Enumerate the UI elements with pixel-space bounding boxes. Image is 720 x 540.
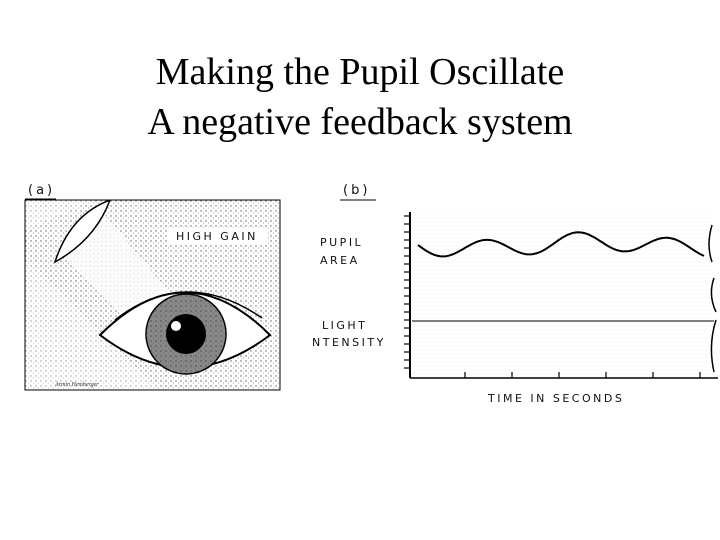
pupil-label-line-2: AREA xyxy=(320,254,360,267)
pupil-trace xyxy=(417,231,705,258)
signature: Armin Hemberger xyxy=(54,382,99,388)
panel-a-frame xyxy=(24,199,281,391)
pupil-trace-group xyxy=(417,231,705,258)
x-axis-label: TIME IN SECONDS xyxy=(487,392,624,405)
pupil-label-line-1: PUPIL xyxy=(320,236,363,249)
paper-edge xyxy=(708,224,717,373)
title-line-1: Making the Pupil Oscillate xyxy=(156,51,564,93)
panel-b-label: (b) xyxy=(343,183,370,198)
label-backdrop xyxy=(168,228,268,244)
trace-paper xyxy=(412,212,712,376)
light-label-line-2: NTENSITY xyxy=(312,336,386,349)
panel-a-label: (a) xyxy=(28,183,55,198)
title-line-2: A negative feedback system xyxy=(147,101,572,143)
high-gain-label: HIGH GAIN xyxy=(176,230,258,243)
light-label-line-1: LIGHT xyxy=(322,319,367,332)
